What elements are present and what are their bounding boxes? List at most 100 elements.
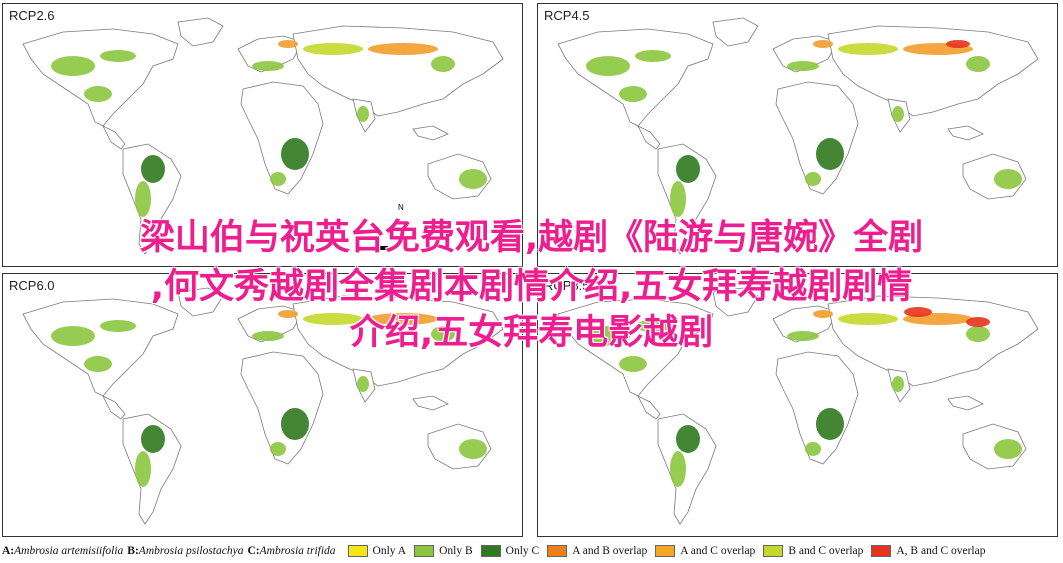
legend-swatch [480, 545, 501, 557]
suitability-area [787, 331, 819, 341]
landmass [657, 143, 717, 255]
suitability-area [252, 331, 284, 341]
map-panel-rcp85: RCP8.5 [537, 273, 1058, 537]
suitability-area [966, 326, 990, 342]
suitability-area [676, 425, 700, 453]
legend-swatch [871, 545, 892, 557]
suitability-area [51, 56, 95, 76]
suitability-area [904, 307, 932, 317]
suitability-area [368, 313, 438, 325]
landmass [102, 125, 126, 150]
suitability-area [141, 425, 165, 453]
suitability-area [892, 376, 904, 392]
suitability-area [586, 56, 630, 76]
legend-item-b-c: B and C overlap [763, 545, 863, 557]
panel-title: RCP4.5 [544, 8, 590, 23]
suitability-area [635, 50, 671, 62]
landmass [947, 395, 984, 411]
suitability-area [135, 451, 151, 487]
suitability-area [459, 169, 487, 189]
map-panel-rcp26: RCP2.6 [2, 3, 523, 267]
map-legend: A:Ambrosia artemisiifolia B:Ambrosia psi… [2, 542, 1061, 560]
suitability-area [619, 356, 647, 372]
suitability-area [278, 310, 298, 318]
suitability-area [805, 172, 821, 186]
overlay-text-line-2: ,何文秀越剧全集剧本剧情介绍,五女拜寿越剧剧情 [150, 267, 913, 307]
suitability-area [966, 56, 990, 72]
landmass [712, 287, 759, 317]
world-map [22, 17, 504, 255]
overlay-text-line-1: 梁山伯与祝英台免费观看,越剧《陆游与唐婉》全剧 [139, 218, 924, 258]
legend-swatch [655, 545, 676, 557]
legend-item-only-c: Only C [480, 545, 539, 557]
panel-title: RCP2.6 [9, 8, 55, 23]
landmass [412, 395, 449, 411]
suitability-area [135, 181, 151, 217]
suitability-area [303, 43, 363, 55]
suitability-area [838, 313, 898, 325]
suitability-area [100, 50, 136, 62]
suitability-area [670, 451, 686, 487]
suitability-area [84, 86, 112, 102]
suitability-area [303, 313, 363, 325]
legend-swatch [547, 545, 568, 557]
suitability-area [431, 326, 455, 342]
landmass [657, 413, 717, 525]
suitability-area [141, 155, 165, 183]
suitability-area [805, 442, 821, 456]
legend-item-a-c: A and C overlap [655, 545, 755, 557]
legend-swatch [414, 545, 435, 557]
suitability-area [278, 40, 298, 48]
landmass [712, 17, 759, 47]
landmass [102, 395, 126, 420]
legend-item-only-b: Only B [414, 545, 473, 557]
legend-swatch [763, 545, 784, 557]
suitability-area [619, 86, 647, 102]
suitability-area [431, 56, 455, 72]
suitability-area [966, 317, 990, 327]
suitability-area [892, 106, 904, 122]
suitability-area [84, 356, 112, 372]
world-map [22, 287, 504, 525]
legend-swatch [347, 545, 368, 557]
legend-species-c: C:Ambrosia trifida [247, 545, 336, 557]
suitability-area [252, 61, 284, 71]
overlay-text-line-3: 介绍,五女拜寿电影越剧 [349, 313, 714, 353]
suitability-area [368, 43, 438, 55]
suitability-area [281, 408, 309, 440]
suitability-area [994, 169, 1022, 189]
landmass [177, 287, 224, 317]
scale-bar [366, 246, 388, 250]
suitability-area [51, 326, 95, 346]
landmass [177, 17, 224, 47]
suitability-area [813, 40, 833, 48]
suitability-area [994, 439, 1022, 459]
suitability-area [813, 310, 833, 318]
landmass [22, 298, 179, 397]
landmass [827, 25, 1039, 117]
suitability-area [357, 376, 369, 392]
north-arrow-label: N [398, 203, 404, 212]
landmass [412, 125, 449, 141]
landmass [637, 395, 661, 420]
landmass [292, 25, 504, 117]
suitability-area [816, 408, 844, 440]
suitability-area [946, 40, 970, 48]
panel-title: RCP8.5 [544, 278, 590, 293]
legend-species-b: B:Ambrosia psilostachya [127, 545, 244, 557]
suitability-area [787, 61, 819, 71]
suitability-area [357, 106, 369, 122]
suitability-area [270, 442, 286, 456]
world-map [557, 287, 1039, 525]
landmass [122, 413, 182, 525]
map-panel-rcp45: RCP4.5 [537, 3, 1058, 267]
suitability-area [100, 320, 136, 332]
legend-item-a-b-c: A, B and C overlap [871, 545, 985, 557]
landmass [557, 298, 714, 397]
suitability-area [586, 326, 630, 346]
map-panel-rcp60: RCP6.0 [2, 273, 523, 537]
landmass [122, 143, 182, 255]
suitability-area [459, 439, 487, 459]
suitability-area [816, 138, 844, 170]
legend-item-only-a: Only A [347, 545, 406, 557]
